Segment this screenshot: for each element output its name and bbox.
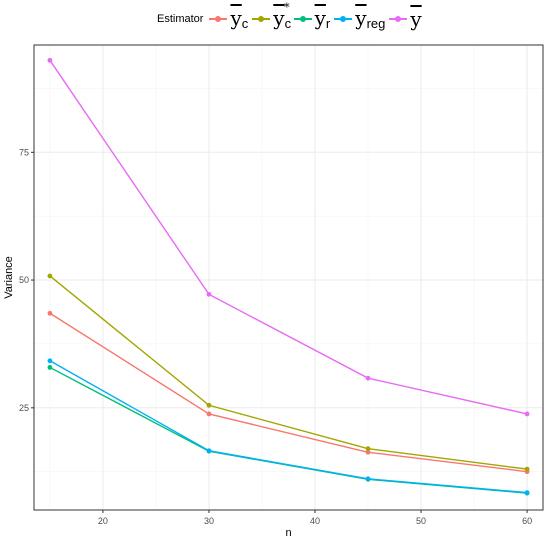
legend-item: yc* — [252, 1, 292, 31]
legend-title: Estimator — [157, 13, 204, 25]
legend-key — [293, 13, 312, 25]
x-tick-label: 60 — [522, 516, 532, 526]
y-axis-label: Variance — [3, 256, 15, 299]
series-line — [49, 366, 528, 494]
y-tick-label: 75 — [19, 147, 29, 157]
legend-key — [252, 13, 271, 25]
y-tick-label: 25 — [19, 403, 29, 413]
series-y-r — [47, 365, 530, 496]
legend-key — [209, 13, 228, 25]
data-point — [206, 411, 212, 417]
legend-key — [389, 13, 408, 25]
x-tick-label: 30 — [204, 516, 214, 526]
series-y — [47, 57, 530, 417]
series-y-cstar — [47, 273, 530, 472]
series-group — [47, 57, 530, 496]
data-point — [365, 446, 371, 452]
legend-symbol: yc* — [273, 1, 292, 31]
series-line — [49, 275, 528, 470]
data-point — [47, 358, 53, 364]
data-point — [47, 310, 53, 316]
data-point — [206, 291, 212, 297]
panel-border — [33, 44, 544, 511]
legend-items: yc yc* yr yreg y — [209, 1, 425, 31]
y-tick-label: 50 — [19, 275, 29, 285]
legend-symbol: yreg — [355, 6, 386, 31]
legend-item: yc — [209, 8, 248, 30]
data-point — [524, 466, 530, 472]
series-line — [49, 59, 528, 415]
series-y-c — [47, 310, 530, 475]
x-axis-label: n — [285, 527, 291, 536]
series-line — [49, 312, 528, 473]
data-point — [206, 402, 212, 408]
data-point — [206, 448, 212, 454]
data-point — [365, 449, 371, 455]
x-tick-label: 40 — [310, 516, 320, 526]
legend: Estimator yc yc* yr yreg y — [157, 1, 426, 34]
data-point — [47, 57, 53, 63]
legend-item: yreg — [334, 8, 385, 30]
legend-symbol: y — [410, 7, 422, 31]
grid — [34, 45, 543, 510]
legend-key — [334, 13, 353, 25]
axes: 20 30 40 50 60 25 50 75 — [19, 147, 532, 526]
legend-symbol: yc — [230, 6, 249, 31]
legend-item: y — [389, 7, 422, 31]
x-tick-label: 50 — [416, 516, 426, 526]
series-y-reg — [47, 358, 530, 496]
series-line — [49, 360, 528, 494]
data-point — [365, 476, 371, 482]
data-point — [47, 365, 53, 370]
data-point — [524, 490, 530, 496]
x-tick-label: 20 — [98, 516, 108, 526]
data-point — [365, 375, 371, 381]
data-point — [47, 273, 53, 279]
legend-item: yr — [293, 6, 331, 31]
legend-symbol: yr — [314, 6, 331, 31]
data-point — [524, 411, 530, 417]
